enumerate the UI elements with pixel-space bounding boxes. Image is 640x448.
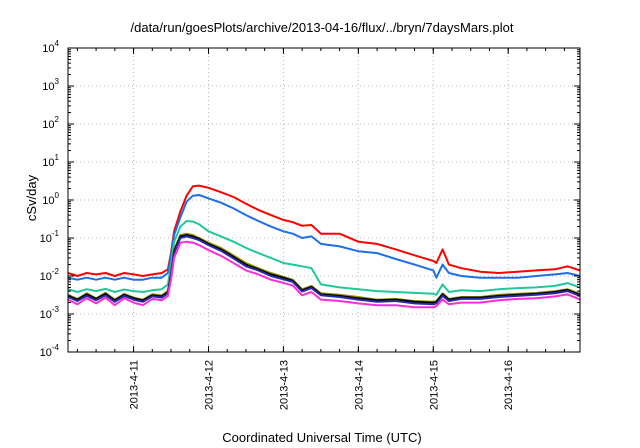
chart-title: /data/run/goesPlots/archive/2013-04-16/f… — [131, 20, 514, 35]
y-tick-label: 100 — [42, 191, 59, 207]
y-tick-label: 10-1 — [40, 229, 60, 245]
series-group — [67, 184, 581, 309]
x-axis-label: Coordinated Universal Time (UTC) — [222, 430, 421, 445]
y-tick-label: 104 — [42, 39, 59, 55]
y-tick-label: 102 — [42, 115, 59, 131]
series-line-1 — [67, 184, 581, 277]
series-line-6 — [67, 235, 581, 306]
series-line-5 — [67, 234, 581, 304]
series-line-3 — [67, 220, 581, 296]
grid — [68, 48, 580, 352]
axis-ticks: 10-4 10-3 10-2 10-1 100 101 102 103 104 2013-4-11… — [40, 39, 580, 410]
y-tick-label: 10-2 — [40, 267, 60, 283]
y-tick-label: 10-3 — [40, 305, 60, 321]
y-tick-label: 103 — [42, 77, 59, 93]
x-tick-label: 2013-4-12 — [203, 360, 215, 410]
y-axis-label: cSv/day — [24, 174, 39, 221]
y-tick-label: 101 — [42, 153, 59, 169]
x-tick-label: 2013-4-11 — [129, 360, 141, 409]
series-line-2 — [67, 194, 581, 281]
x-tick-label: 2013-4-16 — [503, 360, 515, 410]
x-tick-label: 2013-4-14 — [353, 360, 365, 410]
x-tick-label: 2013-4-15 — [428, 360, 440, 410]
y-tick-label: 10-4 — [40, 343, 60, 359]
series-line-7 — [67, 240, 581, 309]
x-tick-label: 2013-4-13 — [278, 360, 290, 410]
